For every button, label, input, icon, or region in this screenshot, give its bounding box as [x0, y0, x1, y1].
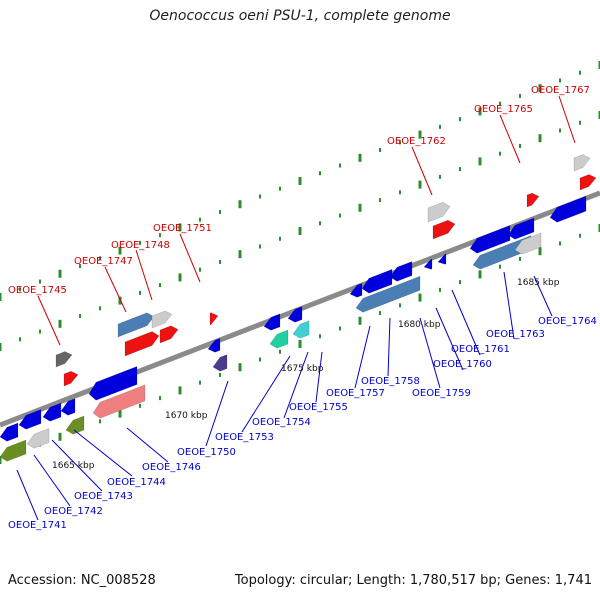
- label-connector: [387, 317, 391, 377]
- gene-oeoe-1757b: [361, 269, 393, 294]
- gene-oeoe-1745: [55, 351, 73, 368]
- gene-oeoe-1750: [207, 337, 221, 353]
- label-connector: [33, 454, 71, 507]
- gene-oeoe-1760: [423, 258, 433, 270]
- label-connector: [411, 146, 433, 196]
- accession-text: Accession: NC_008528: [8, 573, 156, 588]
- gene-oeoe-1742: [18, 409, 42, 430]
- gene-label-oeoe-1743[interactable]: OEOE_1743: [74, 491, 133, 502]
- label-connector: [533, 275, 553, 317]
- gene-label-oeoe-1757[interactable]: OEOE_1757: [326, 388, 385, 399]
- label-connector: [16, 469, 39, 521]
- gene-oeoe-1759: [355, 275, 421, 313]
- gene-oeoe-1767: [573, 154, 591, 172]
- gene-label-oeoe-1761[interactable]: OEOE_1761: [451, 344, 510, 355]
- gene-label-oeoe-1744[interactable]: OEOE_1744: [107, 477, 166, 488]
- scale-label-1680: 1680 kbp: [398, 320, 441, 330]
- label-connector: [73, 429, 133, 477]
- gene-label-oeoe-1764[interactable]: OEOE_1764: [538, 316, 597, 327]
- gene-label-oeoe-1748[interactable]: OEOE_1748: [111, 240, 170, 251]
- gene-oeoe-1743: [26, 428, 50, 449]
- gene-oeoe-1751: [209, 312, 219, 326]
- gene-label-oeoe-1754[interactable]: OEOE_1754: [252, 417, 311, 428]
- scale-label-1675: 1675 kbp: [281, 364, 324, 374]
- label-connector: [503, 271, 515, 340]
- genome-summary-text: Topology: circular; Length: 1,780,517 bp…: [234, 573, 592, 588]
- gene-oeoe-1763: [469, 225, 511, 254]
- gene-label-oeoe-1753[interactable]: OEOE_1753: [215, 432, 274, 443]
- gene-oeoe-1765: [526, 192, 540, 208]
- label-connectors: [16, 95, 576, 521]
- gene-oeoe-1763b: [507, 217, 535, 240]
- gene-oeoe-1747: [117, 312, 155, 338]
- label-connector: [419, 317, 441, 389]
- gene-oeoe-1748c: [159, 325, 179, 344]
- gene-label-oeoe-1759[interactable]: OEOE_1759: [412, 388, 471, 399]
- map-title: Oenococcus oeni PSU-1, complete genome: [149, 8, 451, 24]
- gene-oeoe-1753b: [269, 329, 289, 349]
- gene-label-oeoe-1741[interactable]: OEOE_1741: [8, 520, 67, 531]
- label-connector: [283, 351, 309, 419]
- gene-label-oeoe-1763[interactable]: OEOE_1763: [486, 329, 545, 340]
- scale-label-1665: 1665 kbp: [52, 461, 95, 471]
- label-connector: [241, 355, 291, 433]
- gene-oeoe-1754b: [292, 320, 310, 339]
- gene-label-oeoe-1746[interactable]: OEOE_1746: [142, 462, 201, 473]
- gene-label-oeoe-1747[interactable]: OEOE_1747: [74, 256, 133, 267]
- gene-oeoe-1762: [427, 201, 451, 223]
- label-connector: [126, 427, 169, 463]
- gene-oeoe-1748b: [151, 310, 173, 329]
- gene-label-oeoe-1755[interactable]: OEOE_1755: [289, 402, 348, 413]
- gene-glyphs: [0, 154, 597, 462]
- gene-oeoe-1744: [42, 402, 62, 422]
- gene-label-oeoe-1751[interactable]: OEOE_1751: [153, 223, 212, 234]
- gene-oeoe-1748: [124, 331, 160, 357]
- gene-oeoe-1750b: [212, 354, 228, 372]
- tick-marks: [0, 61, 600, 464]
- gene-oeoe-1762b: [432, 219, 456, 240]
- scale-label-1685: 1685 kbp: [517, 278, 560, 288]
- label-connector: [104, 266, 127, 313]
- label-connector: [315, 351, 323, 403]
- gene-label-oeoe-1742[interactable]: OEOE_1742: [44, 506, 103, 517]
- label-connector: [135, 249, 153, 301]
- label-connector: [499, 114, 521, 164]
- label-connector: [435, 307, 464, 371]
- gene-oeoe-1744b: [60, 398, 76, 416]
- gene-label-oeoe-1758[interactable]: OEOE_1758: [361, 376, 420, 387]
- gene-oeoe-1758: [389, 261, 413, 282]
- gene-oeoe-1764b: [514, 232, 542, 255]
- gene-oeoe-1767b: [579, 174, 597, 191]
- gene-label-oeoe-1745[interactable]: OEOE_1745: [8, 285, 67, 296]
- label-connector: [354, 325, 371, 389]
- label-connector: [558, 95, 576, 144]
- label-connector: [37, 295, 61, 346]
- gene-oeoe-1746b: [92, 384, 146, 419]
- gene-label-oeoe-1767[interactable]: OEOE_1767: [531, 85, 590, 96]
- gene-oeoe-1761: [437, 253, 447, 265]
- gene-oeoe-1764: [549, 195, 587, 223]
- gene-label-oeoe-1750[interactable]: OEOE_1750: [177, 447, 236, 458]
- gene-oeoe-1746: [88, 366, 138, 401]
- gene-oeoe-1763c: [472, 235, 532, 270]
- gene-oeoe-1741b: [0, 439, 27, 462]
- gene-label-oeoe-1765[interactable]: OEOE_1765: [474, 104, 533, 115]
- label-connector: [179, 233, 201, 283]
- gene-oeoe-1741: [0, 422, 19, 442]
- gene-label-oeoe-1760[interactable]: OEOE_1760: [433, 359, 492, 370]
- gene-oeoe-1753: [263, 313, 281, 331]
- label-connector: [51, 439, 103, 492]
- scale-label-1670: 1670 kbp: [165, 411, 208, 421]
- label-connector: [451, 289, 481, 356]
- gene-oeoe-1746a: [65, 415, 85, 435]
- gene-label-oeoe-1762[interactable]: OEOE_1762: [387, 136, 446, 147]
- label-connector: [205, 380, 229, 447]
- gene-oeoe-1745b: [63, 371, 79, 387]
- gene-oeoe-1757: [349, 282, 363, 298]
- gene-oeoe-1754: [287, 306, 303, 323]
